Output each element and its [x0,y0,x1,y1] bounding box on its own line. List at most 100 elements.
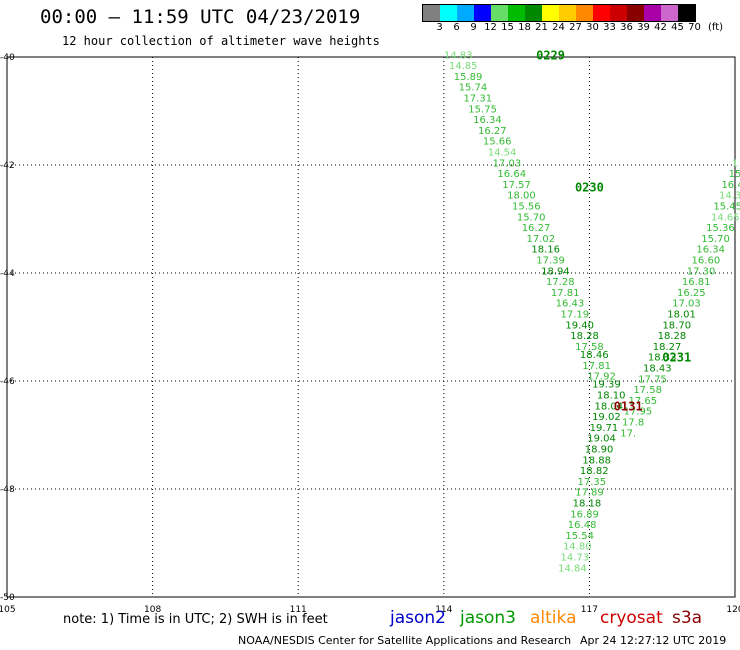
map-frame [6,56,736,598]
scale-swatch [423,5,440,21]
lon-tick-label: 114 [435,605,452,615]
wave-height-value: 18.43 [643,364,672,375]
wave-height-value: 14.80 [563,542,592,553]
scale-label: 3 [436,22,443,33]
wave-height-value: 16.25 [677,288,706,299]
wave-height-value: 19.39 [592,380,621,391]
scale-swatch [508,5,525,21]
wave-height-value: 16.89 [570,509,599,520]
wave-height-value: 17. [620,428,636,439]
wave-height-value: 15.66 [483,137,512,148]
scale-label: 27 [569,22,582,33]
scale-swatch [474,5,491,21]
scale-label: 33 [603,22,616,33]
wave-height-value: 18.88 [582,455,611,466]
wave-height-value: 18.70 [662,320,691,331]
wave-height-value: 19.04 [587,434,616,445]
wave-height-value: 15.45 [713,202,740,213]
scale-label: 21 [535,22,548,33]
wave-height-value: 18.10 [597,391,626,402]
wave-height-value: 17.65 [628,396,657,407]
footnote: note: 1) Time is in UTC; 2) SWH is in fe… [63,612,328,627]
wave-height-value: 14.65 [711,212,740,223]
wave-height-value: 19.71 [590,423,619,434]
pass-time-label: 0229 [536,48,565,62]
wave-height-value: 15.74 [459,83,488,94]
wave-height-value: 17.95 [624,407,653,418]
lat-tick-label: -46 [0,377,15,387]
pass-time-label: 0231 [662,351,691,365]
wave-height-value: 15.89 [454,72,483,83]
lon-tick-label: 117 [581,605,598,615]
scale-label: 6 [453,22,460,33]
wave-height-value: 19.40 [565,320,594,331]
wave-height-value: 19.02 [592,412,621,423]
wave-height-value: 15.36 [706,223,735,234]
wave-height-value: 16.27 [522,223,551,234]
wave-height-value: 17.81 [582,361,611,372]
scale-label: 39 [637,22,650,33]
wave-height-value: 18.18 [573,499,602,510]
wave-height-value: 18.94 [541,266,570,277]
scale-label: 30 [586,22,599,33]
scale-swatch [559,5,576,21]
scale-swatch [661,5,678,21]
wave-height-value: 17.03 [672,299,701,310]
wave-height-value: 18.16 [531,245,560,256]
scale-label: 18 [518,22,531,33]
wave-height-value: 17.75 [638,374,667,385]
wave-height-value: 14.73 [561,553,590,564]
wave-height-value: 16.4 [721,180,740,191]
wave-height-value: 17.28 [546,277,575,288]
scale-swatch [610,5,627,21]
color-scale-unit: (ft) [708,22,724,33]
wave-height-value: 17.03 [493,158,522,169]
scale-label: 45 [671,22,684,33]
lat-tick-label: -48 [0,485,15,495]
lon-tick-label: 120 [726,605,740,615]
mission-altika: altika [530,608,577,628]
wave-height-value: 15 [729,169,740,180]
scale-swatch [593,5,610,21]
scale-swatch [525,5,542,21]
mission-cryosat: cryosat [600,608,663,628]
map-title: 00:00 – 11:59 UTC 04/23/2019 [40,6,361,28]
scale-label: 24 [552,22,565,33]
scale-swatch [457,5,474,21]
wave-height-value: 17.58 [575,342,604,353]
color-scale [422,4,696,22]
wave-height-value: 16.64 [497,169,526,180]
scale-label: 36 [620,22,633,33]
wave-height-value: 18.27 [653,342,682,353]
wave-height-value: 18.28 [658,331,687,342]
wave-height-value: 17.89 [575,488,604,499]
wave-height-value: 17.30 [687,266,716,277]
wave-height-value: 18.46 [580,350,609,361]
wave-height-value: 16.27 [478,126,507,137]
wave-height-value: 16.34 [473,115,502,126]
wave-height-value: 17.39 [536,256,565,267]
pass-time-label: 0230 [575,181,604,195]
wave-height-value: 18.90 [585,445,614,456]
lat-tick-label: -42 [0,161,15,171]
lat-tick-label: -44 [0,269,15,279]
wave-height-value: 16.43 [556,299,585,310]
scale-swatch [542,5,559,21]
wave-height-value: 16.60 [692,256,721,267]
lon-tick-label: 111 [290,605,307,615]
mission-jason3: jason3 [460,608,516,628]
lat-tick-label: -40 [0,53,15,63]
wave-height-value: 16.34 [696,245,725,256]
lon-tick-label: 105 [0,605,16,615]
wave-height-value: 14.84 [558,563,587,574]
wave-height-value: 14.83 [444,50,473,61]
scale-label: 12 [484,22,497,33]
wave-height-value: 14.3 [719,191,740,202]
wave-height-value: 16.81 [682,277,711,288]
scale-label: 9 [470,22,477,33]
wave-height-value: 17.58 [633,385,662,396]
scale-swatch [678,5,695,21]
wave-height-value: 15.70 [701,234,730,245]
lat-tick-label: -50 [0,593,15,603]
